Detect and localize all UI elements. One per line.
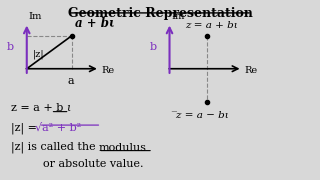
Text: ̅z = a − bι: ̅z = a − bι (176, 111, 229, 120)
Text: modulus: modulus (98, 143, 146, 153)
Text: z = a + bι: z = a + bι (185, 21, 238, 30)
Text: √a² + b²: √a² + b² (35, 123, 81, 133)
Text: |z|: |z| (33, 49, 45, 59)
Text: |z| =: |z| = (11, 122, 40, 134)
Text: ι: ι (67, 103, 71, 113)
Text: Re: Re (101, 66, 115, 75)
Text: Im: Im (28, 12, 42, 21)
Text: b: b (150, 42, 157, 52)
Text: Im: Im (171, 12, 184, 21)
Text: Geometric Representation: Geometric Representation (68, 7, 252, 20)
Text: Re: Re (244, 66, 257, 75)
Text: a: a (67, 76, 74, 86)
Text: z = a + b: z = a + b (11, 103, 63, 113)
Text: a + bι: a + bι (75, 17, 115, 30)
Text: b: b (7, 42, 14, 52)
Text: or absolute value.: or absolute value. (43, 159, 143, 168)
Text: |z| is called the: |z| is called the (11, 142, 99, 153)
